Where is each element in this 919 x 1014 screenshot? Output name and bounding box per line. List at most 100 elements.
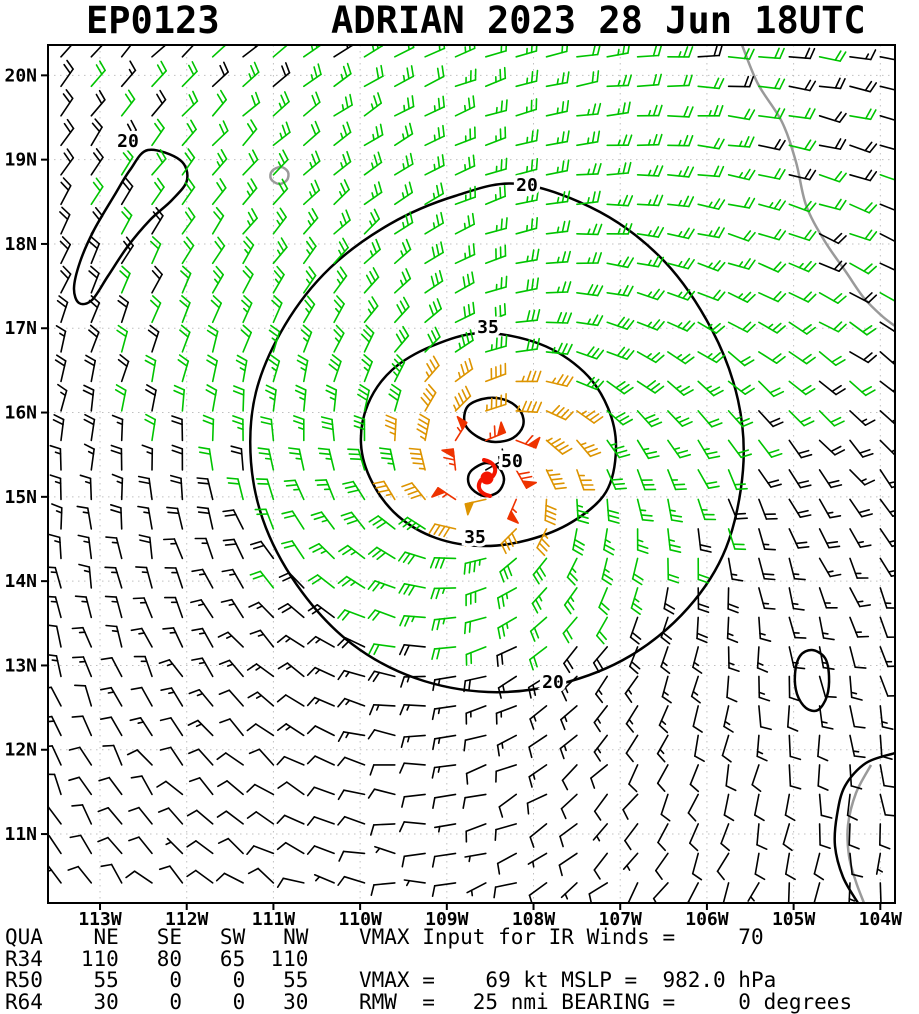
wind-barb	[463, 675, 487, 693]
wind-barb	[515, 469, 537, 489]
wind-barb	[83, 413, 96, 442]
wind-barb	[758, 199, 787, 211]
wind-barb	[454, 415, 468, 442]
wind-barb	[90, 177, 104, 206]
wind-barb	[576, 130, 601, 147]
wind-barb	[818, 291, 847, 305]
wind-barb	[54, 354, 67, 383]
wind-barb	[424, 95, 446, 117]
wind-barb	[145, 384, 157, 412]
wind-barb	[272, 265, 285, 294]
contour-label: 20	[117, 131, 139, 152]
wind-barb	[697, 165, 725, 178]
wind-barb	[849, 291, 878, 304]
wind-barb	[306, 755, 335, 766]
wind-barb	[576, 190, 601, 206]
wind-barb	[667, 134, 694, 147]
wind-barb	[879, 115, 895, 122]
wind-barb	[90, 89, 106, 117]
wind-barb	[462, 793, 487, 810]
wind-barb	[727, 168, 756, 181]
wind-barb	[576, 223, 603, 236]
wind-barb	[302, 91, 321, 117]
wind-barb	[177, 354, 190, 383]
wind-barb	[697, 321, 726, 334]
wind-barb	[393, 95, 415, 117]
wind-barb	[367, 788, 396, 799]
wind-barb	[559, 734, 578, 760]
wind-barb	[217, 780, 244, 796]
wind-barb	[287, 447, 305, 471]
wind-barb	[59, 206, 71, 235]
wind-barb	[60, 45, 73, 58]
wind-barb	[658, 705, 669, 734]
wind-barb	[276, 634, 305, 648]
x-axis-tick-label: 111W	[252, 909, 296, 930]
wind-barb	[272, 62, 291, 88]
wind-barb	[879, 203, 895, 212]
wind-barb	[276, 814, 305, 825]
wind-barb	[211, 89, 227, 117]
wind-barb	[849, 262, 878, 275]
wind-barb	[306, 635, 335, 648]
wind-barb	[818, 111, 847, 123]
wind-barb	[454, 301, 476, 324]
wind-barb	[363, 151, 383, 176]
wind-barb	[110, 503, 123, 530]
wind-barb	[751, 764, 762, 793]
wind-barb	[246, 811, 275, 825]
wind-barb	[727, 351, 755, 367]
wind-barb	[308, 542, 335, 560]
isotach-contour-35	[359, 331, 618, 548]
wind-barb	[576, 498, 590, 525]
wind-barb	[105, 624, 123, 648]
wind-barb	[454, 185, 477, 206]
wind-barb	[367, 546, 396, 561]
wind-barb	[211, 61, 229, 88]
x-axis-tick-label: 104W	[859, 909, 903, 930]
wind-barb	[48, 533, 62, 560]
footer-line-r34: R34 110 80 65 110	[5, 946, 309, 971]
wind-barb	[716, 852, 730, 881]
wind-barb	[216, 810, 244, 825]
wind-barb	[657, 823, 669, 852]
wind-barb	[141, 444, 154, 471]
wind-barb	[758, 351, 786, 365]
wind-barb	[48, 773, 62, 796]
wind-barb	[606, 498, 620, 524]
wind-barb	[818, 351, 846, 367]
wind-barb	[90, 207, 104, 235]
wind-barb	[758, 321, 786, 334]
wind-barb	[758, 107, 786, 120]
y-axis-tick-label: 13N	[4, 655, 37, 676]
wind-barb	[337, 697, 366, 708]
wind-barb	[246, 723, 275, 737]
wind-barb	[59, 236, 71, 265]
wind-barb	[300, 324, 313, 353]
wind-barb	[302, 266, 317, 294]
wind-barb	[527, 852, 548, 868]
wind-barb	[68, 776, 93, 796]
wind-barb	[401, 482, 426, 501]
wind-barb	[60, 89, 74, 117]
wind-barb	[254, 508, 275, 530]
wind-barb	[849, 49, 877, 61]
wind-barb	[363, 238, 381, 265]
wind-barb	[464, 528, 487, 547]
wind-barb	[347, 448, 366, 471]
wind-barb	[818, 587, 838, 609]
wind-barb	[302, 63, 322, 88]
wind-barb	[788, 587, 805, 611]
wind-barb	[393, 65, 415, 88]
wind-barb	[813, 852, 825, 881]
wind-barb	[756, 646, 769, 673]
wind-barb	[424, 355, 440, 383]
wind-barb	[97, 836, 123, 855]
wind-barb	[151, 149, 167, 176]
wind-barb	[215, 872, 244, 884]
wind-barb	[157, 807, 184, 825]
wind-barb	[120, 60, 137, 88]
wind-barb	[529, 705, 548, 730]
wind-barb	[515, 217, 539, 235]
